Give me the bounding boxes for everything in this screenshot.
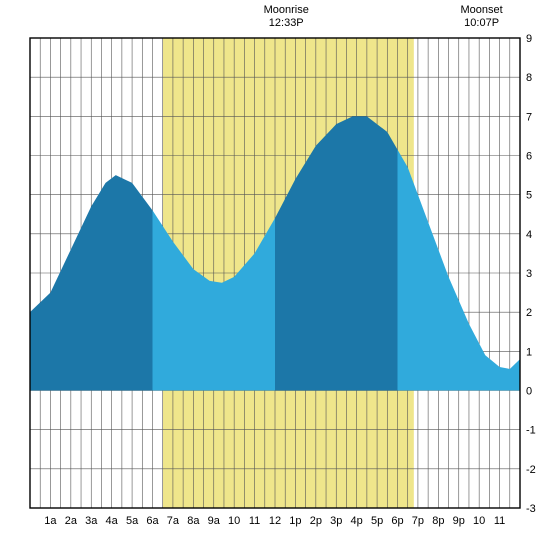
y-tick-label: -2 (526, 464, 536, 476)
x-tick-label: 10 (228, 515, 240, 527)
moonset-label: Moonset 10:07P (452, 4, 512, 30)
x-tick-label: 3p (330, 515, 342, 527)
chart-svg: -3-2-101234567891a2a3a4a5a6a7a8a9a101112… (0, 0, 550, 550)
y-tick-label: 9 (526, 33, 532, 45)
y-tick-label: -1 (526, 425, 536, 437)
y-tick-label: -3 (526, 503, 536, 515)
y-tick-label: 8 (526, 72, 532, 84)
x-tick-label: 6p (391, 515, 403, 527)
x-tick-label: 6a (146, 515, 159, 527)
x-tick-label: 12 (269, 515, 281, 527)
x-tick-label: 4p (351, 515, 363, 527)
x-tick-label: 5p (371, 515, 383, 527)
x-tick-label: 3a (85, 515, 98, 527)
x-tick-label: 8a (187, 515, 200, 527)
x-tick-label: 8p (432, 515, 444, 527)
x-tick-label: 10 (473, 515, 485, 527)
x-tick-label: 11 (494, 515, 505, 527)
tide-chart: Moonrise 12:33P Moonset 10:07P -3-2-1012… (0, 0, 550, 550)
moonset-time: 10:07P (452, 17, 512, 30)
x-tick-label: 7a (167, 515, 180, 527)
moonrise-title: Moonrise (256, 4, 316, 17)
y-tick-label: 0 (526, 386, 532, 398)
x-tick-label: 11 (249, 515, 260, 527)
x-tick-label: 1a (44, 515, 57, 527)
x-tick-label: 9p (453, 515, 465, 527)
x-tick-label: 4a (106, 515, 119, 527)
y-tick-label: 1 (526, 346, 532, 358)
moonset-title: Moonset (452, 4, 512, 17)
x-tick-label: 1p (289, 515, 301, 527)
x-tick-label: 5a (126, 515, 139, 527)
y-tick-label: 2 (526, 307, 532, 319)
y-tick-label: 3 (526, 268, 532, 280)
moonrise-time: 12:33P (256, 17, 316, 30)
x-tick-label: 2a (65, 515, 78, 527)
x-tick-label: 2p (310, 515, 322, 527)
moonrise-label: Moonrise 12:33P (256, 4, 316, 30)
y-tick-label: 4 (526, 229, 532, 241)
x-tick-label: 7p (412, 515, 424, 527)
y-tick-label: 5 (526, 190, 532, 202)
x-tick-label: 9a (208, 515, 221, 527)
y-tick-label: 7 (526, 111, 532, 123)
y-tick-label: 6 (526, 151, 532, 163)
